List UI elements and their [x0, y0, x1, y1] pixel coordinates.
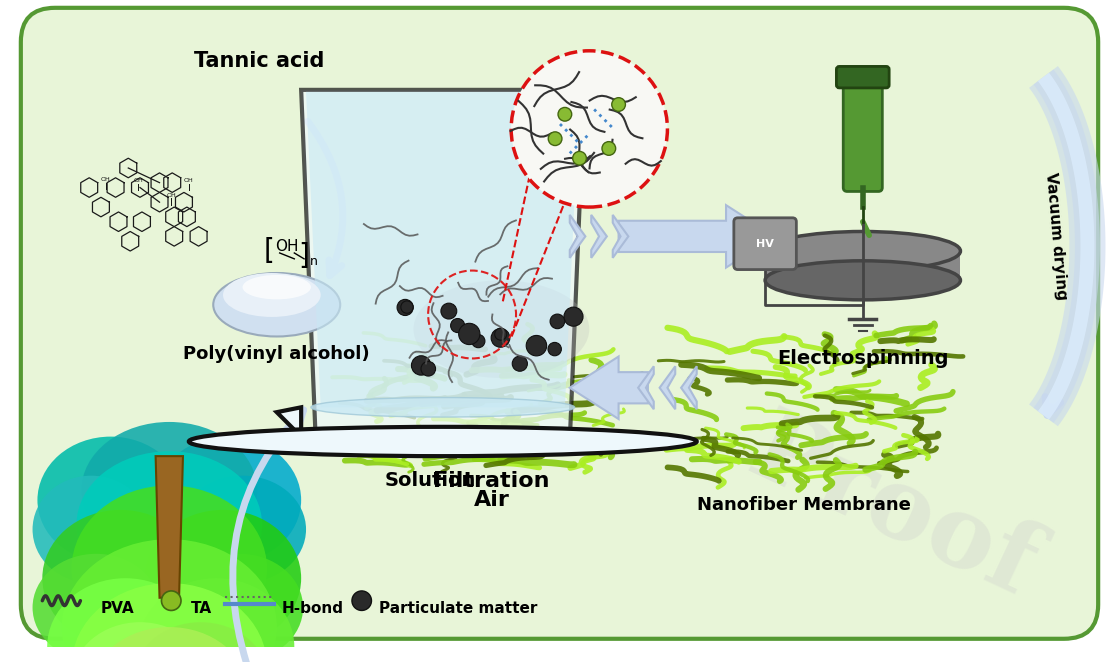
Ellipse shape — [765, 261, 960, 300]
Text: H-bond: H-bond — [282, 601, 344, 616]
Ellipse shape — [243, 275, 311, 299]
Ellipse shape — [138, 578, 294, 662]
Circle shape — [412, 355, 431, 375]
Circle shape — [526, 336, 547, 356]
Circle shape — [352, 591, 372, 610]
Ellipse shape — [72, 485, 267, 651]
Ellipse shape — [223, 273, 321, 317]
Text: HV: HV — [756, 239, 774, 249]
Circle shape — [602, 142, 615, 156]
Polygon shape — [619, 205, 774, 267]
Circle shape — [397, 299, 413, 316]
Text: PVA: PVA — [101, 601, 134, 616]
FancyBboxPatch shape — [836, 66, 890, 88]
Circle shape — [401, 301, 413, 313]
Text: Electrospinning: Electrospinning — [777, 349, 949, 368]
Circle shape — [441, 303, 457, 319]
Polygon shape — [570, 215, 585, 258]
FancyBboxPatch shape — [844, 76, 882, 191]
Circle shape — [612, 98, 626, 111]
Text: Proof: Proof — [734, 402, 1051, 618]
Polygon shape — [591, 215, 606, 258]
Circle shape — [161, 591, 181, 610]
Circle shape — [558, 107, 572, 121]
Ellipse shape — [47, 578, 204, 662]
Text: Air: Air — [473, 490, 509, 510]
Polygon shape — [570, 357, 648, 419]
Text: Poly(vinyl alcohol): Poly(vinyl alcohol) — [184, 345, 370, 363]
Text: OH: OH — [167, 193, 176, 198]
Polygon shape — [276, 407, 301, 437]
Circle shape — [491, 328, 510, 348]
Ellipse shape — [91, 627, 247, 662]
Text: OH: OH — [101, 177, 111, 182]
Ellipse shape — [62, 539, 276, 662]
Text: TA: TA — [190, 601, 211, 616]
Polygon shape — [305, 92, 580, 407]
Text: Tannic acid: Tannic acid — [194, 50, 325, 71]
Circle shape — [548, 342, 562, 355]
Ellipse shape — [154, 437, 301, 563]
Ellipse shape — [72, 583, 267, 662]
Circle shape — [495, 328, 507, 340]
Text: Nanofiber Membrane: Nanofiber Membrane — [697, 496, 911, 514]
Circle shape — [564, 307, 583, 326]
Ellipse shape — [176, 554, 303, 661]
Text: OH: OH — [275, 238, 299, 254]
Circle shape — [451, 318, 464, 332]
Text: n: n — [310, 256, 318, 268]
Circle shape — [459, 323, 480, 345]
Circle shape — [548, 132, 562, 146]
Text: Solution: Solution — [384, 471, 476, 490]
Polygon shape — [659, 366, 675, 409]
Ellipse shape — [32, 476, 150, 583]
Polygon shape — [638, 366, 653, 409]
Circle shape — [472, 334, 485, 348]
Text: [: [ — [263, 237, 274, 265]
Ellipse shape — [765, 232, 960, 271]
Ellipse shape — [132, 622, 269, 662]
Polygon shape — [301, 90, 584, 442]
Text: OH: OH — [184, 178, 194, 183]
Ellipse shape — [43, 510, 198, 647]
Circle shape — [421, 361, 435, 376]
Ellipse shape — [214, 273, 340, 336]
FancyBboxPatch shape — [21, 8, 1098, 639]
Ellipse shape — [76, 451, 262, 598]
Text: OH: OH — [133, 178, 143, 183]
Ellipse shape — [179, 476, 305, 583]
Text: ]: ] — [299, 242, 310, 270]
Ellipse shape — [37, 437, 184, 563]
FancyBboxPatch shape — [734, 218, 797, 269]
Circle shape — [551, 314, 565, 329]
Polygon shape — [765, 251, 960, 280]
Ellipse shape — [189, 427, 697, 456]
Circle shape — [573, 152, 586, 165]
Text: Vacuum drying: Vacuum drying — [1043, 172, 1070, 301]
Circle shape — [511, 51, 667, 207]
Text: Particulate matter: Particulate matter — [379, 601, 537, 616]
Ellipse shape — [82, 422, 257, 559]
Polygon shape — [681, 366, 697, 409]
Ellipse shape — [32, 554, 160, 661]
Text: Filtration: Filtration — [433, 471, 549, 491]
Ellipse shape — [144, 510, 301, 647]
Ellipse shape — [414, 280, 590, 378]
Polygon shape — [156, 456, 184, 598]
Ellipse shape — [72, 622, 208, 662]
Circle shape — [513, 356, 527, 371]
Polygon shape — [613, 215, 629, 258]
Ellipse shape — [311, 398, 575, 417]
